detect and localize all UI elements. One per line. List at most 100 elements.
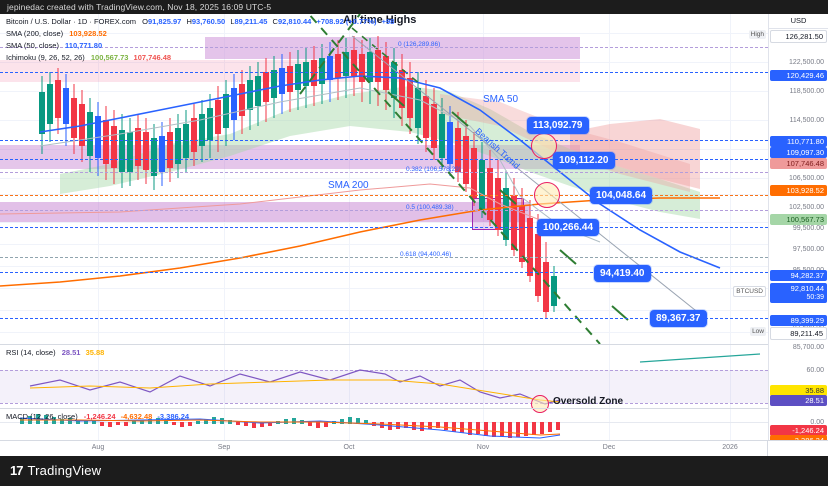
- price-label-113092[interactable]: 113,092.79: [527, 117, 589, 134]
- marker-circle-sma50-cross: [531, 133, 557, 159]
- symbol-high-label: H: [186, 17, 192, 26]
- price-scale-currency: USD: [769, 14, 828, 29]
- macd-badge-1246: -1,246.24: [770, 425, 827, 436]
- symbol-open: 91,825.97: [147, 17, 182, 26]
- price-badge-low: 89,211.45: [770, 327, 827, 340]
- level-line-109112: [0, 159, 768, 160]
- symbol-change: +708.92 (+0.77%): [316, 17, 377, 26]
- price-label-109112[interactable]: 109,112.20: [553, 152, 615, 169]
- annotation-all-time-highs: All time Highs: [343, 14, 417, 26]
- time-tick-oct: Oct: [343, 444, 355, 451]
- legend-sma50-value: 110,771.80: [65, 41, 103, 50]
- time-tick-aug: Aug: [91, 444, 105, 451]
- price-badge-103928: 103,928.52: [770, 185, 827, 196]
- fib-label-05: 0.5 (100,489.38): [406, 204, 454, 211]
- level-line-100266: [0, 227, 768, 228]
- legend-macd-hist: -3,386.24: [157, 412, 190, 421]
- symbol-high: 93,760.50: [191, 17, 226, 26]
- fib-line-0382: [0, 172, 768, 173]
- legend-macd[interactable]: MACD (12, 26, close) -1,246.24 -4,632.48…: [6, 412, 189, 421]
- legend-sma200[interactable]: SMA (200, close) 103,928.52: [6, 29, 107, 38]
- price-badge-countdown: 50:39: [806, 294, 824, 301]
- legend-ichimoku-value-b: 107,746.48: [133, 53, 172, 62]
- fib-label-0618: 0.618 (94,400.46): [400, 251, 452, 258]
- ytick-99500: 99,500.00: [792, 225, 824, 232]
- ytick-rsi-60: 60.00: [806, 367, 824, 374]
- time-axis-divider: [767, 441, 768, 457]
- fib-line-0618: [0, 257, 768, 258]
- legend-sma200-value: 103,928.52: [69, 29, 107, 38]
- legend-sma50[interactable]: SMA (50, close) 110,771.80: [6, 41, 102, 50]
- legend-rsi-value: 28.51: [61, 348, 81, 357]
- fib-line-0: [0, 47, 768, 48]
- legend-sma50-name: SMA (50, close): [6, 41, 59, 50]
- legend-rsi-ma-value: 35.88: [85, 348, 105, 357]
- price-badge-100567: 100,567.73: [770, 214, 827, 225]
- high-tag: High: [748, 30, 766, 39]
- symbol-open-label: O: [142, 17, 148, 26]
- low-tag: Low: [750, 327, 766, 336]
- price-pane[interactable]: 0 (126,289.86) 0.382 (106,578.29) 0.5 (1…: [0, 14, 768, 440]
- price-badge-94282[interactable]: 94,282.37: [770, 270, 827, 281]
- price-badge-107746: 107,746.48: [770, 158, 827, 169]
- price-badge-110771[interactable]: 110,771.80: [770, 136, 827, 147]
- time-tick-dec: Dec: [602, 444, 616, 451]
- annotation-sma200: SMA 200: [328, 180, 369, 191]
- credit-bar: jepinedac created with TradingView.com, …: [0, 0, 828, 14]
- time-axis[interactable]: Aug Sep Oct Nov Dec 2026: [0, 440, 828, 457]
- legend-ichimoku[interactable]: Ichimoku (9, 26, 52, 26) 100,567.73 107,…: [6, 53, 171, 62]
- price-badge-109097[interactable]: 109,097.30: [770, 147, 827, 158]
- legend-ichimoku-name: Ichimoku (9, 26, 52, 26): [6, 53, 85, 62]
- legend-macd-value: -1,246.24: [83, 412, 116, 421]
- price-label-89367[interactable]: 89,367.37: [650, 310, 707, 327]
- fib-zone-lower: [0, 202, 530, 222]
- ytick-114500: 114,500.00: [789, 117, 824, 124]
- symbol-low-label: L: [230, 17, 235, 26]
- pane-separator-macd: [0, 408, 828, 409]
- symbol-tag: BTCUSD: [733, 286, 766, 297]
- time-tick-2026: 2026: [722, 444, 738, 451]
- level-line-94419: [0, 272, 768, 273]
- price-badge-last-value: 92,810.44: [790, 284, 824, 293]
- legend-sma200-name: SMA (200, close): [6, 29, 64, 38]
- ytick-macd-0: 0.00: [810, 419, 824, 426]
- chart-frame: 0 (126,289.86) 0.382 (106,578.29) 0.5 (1…: [0, 14, 828, 446]
- ytick-118500: 118,500.00: [789, 88, 824, 95]
- price-badge-120429[interactable]: 120,429.46: [770, 70, 827, 81]
- symbol-close-label: C: [272, 17, 278, 26]
- fib-line-05: [0, 210, 768, 211]
- symbol-legend: Bitcoin / U.S. Dollar · 1D · FOREX.com O…: [6, 17, 394, 26]
- pane-separator-rsi: [0, 344, 828, 345]
- rsi-badge-35: 35.88: [770, 385, 827, 396]
- price-badge-last: 92,810.44 50:39: [770, 283, 827, 303]
- legend-ichimoku-value-a: 100,567.73: [90, 53, 129, 62]
- legend-rsi-name: RSI (14, close): [6, 348, 56, 357]
- level-line-89367: [0, 318, 768, 319]
- ytick-106500: 106,500.00: [788, 175, 824, 182]
- legend-rsi[interactable]: RSI (14, close) 28.51 35.88: [6, 348, 104, 357]
- fib-label-0: 0 (126,289.86): [398, 41, 441, 48]
- symbol-title: Bitcoin / U.S. Dollar · 1D · FOREX.com: [6, 17, 137, 26]
- rsi-badge-28: 28.51: [770, 395, 827, 406]
- price-badge-89399[interactable]: 89,399.29: [770, 315, 827, 326]
- price-scale[interactable]: USD 122,500.00 118,500.00 114,500.00 106…: [768, 14, 828, 446]
- price-label-104048[interactable]: 104,048.64: [590, 187, 653, 204]
- fib-zone-top: [205, 37, 580, 59]
- level-line-120429: [0, 72, 768, 73]
- footer: [0, 456, 828, 486]
- marker-circle-breakdown: [534, 182, 560, 208]
- annotation-sma50: SMA 50: [483, 94, 519, 105]
- symbol-extra: +98: [381, 17, 395, 26]
- ytick-85700: 85,700.00: [792, 344, 824, 351]
- price-badge-high: 126,281.50: [770, 30, 827, 43]
- ytick-122500: 122,500.00: [788, 59, 824, 66]
- legend-macd-name: MACD (12, 26, close): [6, 412, 78, 421]
- time-tick-nov: Nov: [476, 444, 490, 451]
- price-label-100266[interactable]: 100,266.44: [537, 219, 600, 236]
- time-tick-sep: Sep: [217, 444, 231, 451]
- price-label-94419[interactable]: 94,419.40: [594, 265, 651, 282]
- tradingview-logo[interactable]: 17 TradingView: [10, 463, 101, 478]
- fib-label-0382: 0.382 (106,578.29): [406, 166, 461, 173]
- level-line-104048: [0, 195, 768, 196]
